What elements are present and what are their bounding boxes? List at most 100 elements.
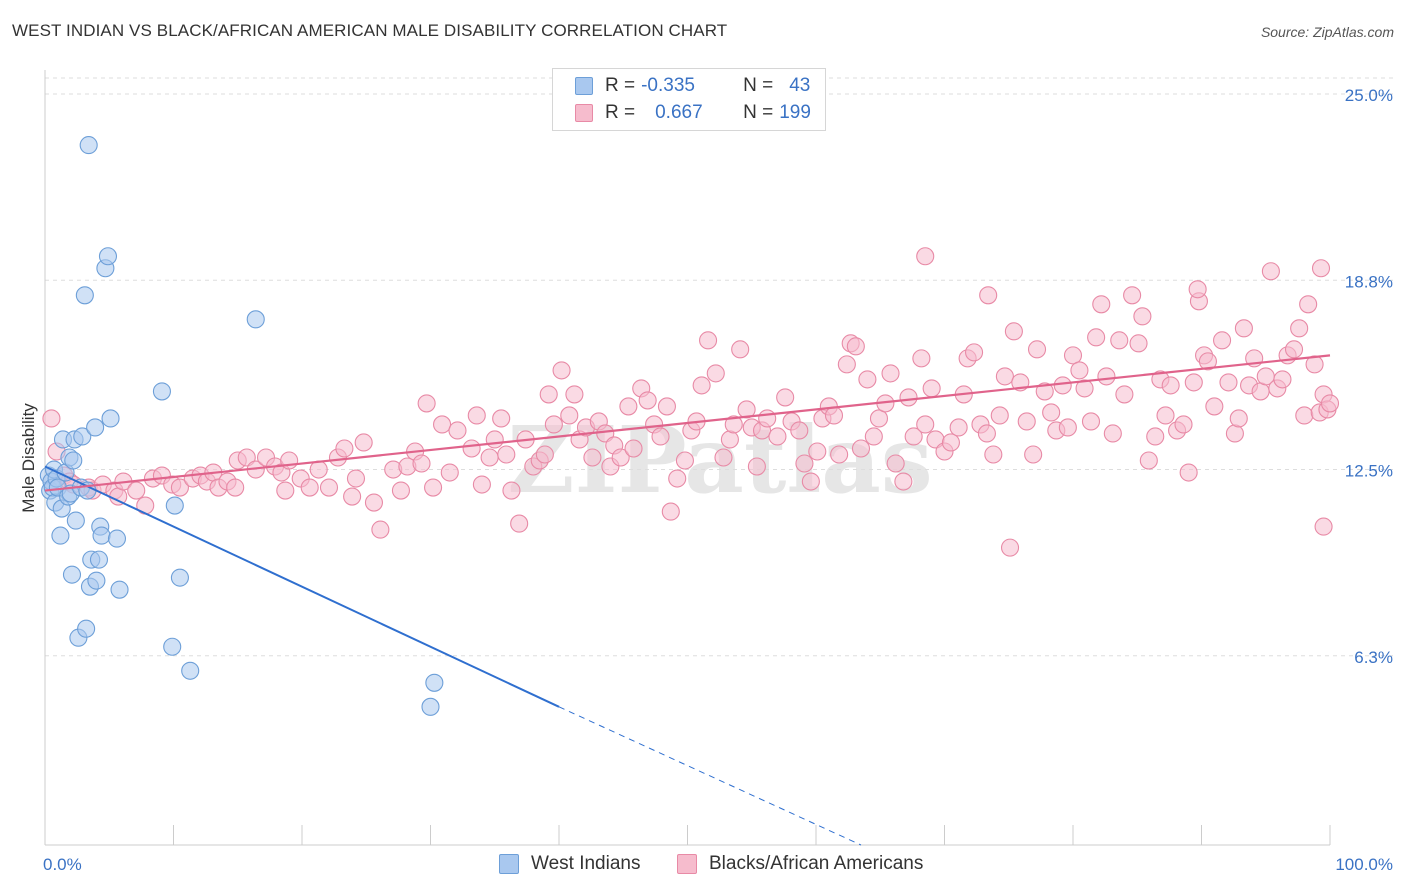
blacks-point (309, 460, 328, 479)
blacks-point (731, 340, 750, 359)
blacks-point (492, 409, 511, 428)
blacks-point (42, 409, 61, 428)
blacks-point (747, 457, 766, 476)
blacks-point (1004, 322, 1023, 341)
blacks-point (1161, 376, 1180, 395)
west-indians-point (181, 661, 200, 680)
west-indians-point (92, 526, 111, 545)
blacks-trend-line (44, 354, 1331, 492)
y-tick-label: 25.0% (1345, 86, 1393, 105)
west-indians-trend-line (44, 465, 560, 708)
blacks-point (1174, 415, 1193, 434)
blacks-point (858, 370, 877, 389)
blacks-point (335, 439, 354, 458)
blacks-point (535, 445, 554, 464)
bottom-legend-blacks: Blacks/African Americans (677, 851, 923, 877)
blacks-point (1115, 385, 1134, 404)
legend-row-west-indians: R = -0.335 N = 43 (575, 74, 810, 98)
blacks-point (346, 469, 366, 488)
blacks-point (448, 421, 467, 440)
blacks-point (1261, 262, 1280, 281)
blacks-point (1024, 445, 1043, 464)
blacks-point (1299, 295, 1318, 314)
blacks-point (801, 472, 820, 491)
blacks-point (1225, 424, 1244, 443)
west-indians-point (66, 511, 85, 530)
y-tick-label: 6.3% (1354, 648, 1393, 667)
blacks-point (127, 481, 146, 500)
blacks-point (1179, 463, 1198, 482)
blacks-point (1087, 328, 1106, 347)
blacks-point (1251, 382, 1270, 401)
blacks-point (467, 406, 486, 425)
blacks-point (869, 409, 889, 428)
x-tick-label-min: 0.0% (43, 855, 82, 874)
west-indians-point (64, 451, 83, 470)
blacks-point (1314, 517, 1333, 536)
blacks-point (661, 502, 680, 521)
blacks-point (1075, 379, 1094, 398)
blacks-point (851, 439, 871, 458)
west-indians-point (163, 637, 182, 656)
blacks-point (497, 445, 516, 464)
blacks-legend-swatch (677, 854, 697, 874)
blacks-point (1103, 424, 1122, 443)
chart-title: WEST INDIAN VS BLACK/AFRICAN AMERICAN MA… (12, 21, 728, 40)
west-indians-point (170, 568, 189, 587)
blacks-point (977, 424, 996, 443)
west-indians-point (75, 286, 94, 305)
west-indians-point (73, 427, 92, 446)
blacks-point (433, 415, 452, 434)
blacks-point (886, 454, 905, 473)
blacks-point (502, 481, 521, 500)
blacks-point (354, 433, 373, 452)
n-value: 43 (789, 75, 811, 96)
blacks-point (979, 286, 998, 305)
blacks-point (837, 355, 856, 374)
source-label: Source: ZipAtlas.com (1260, 24, 1394, 40)
blacks-point (916, 247, 935, 266)
blacks-point (1198, 352, 1217, 371)
blacks-point (1017, 412, 1036, 431)
west-indians-point (79, 136, 98, 155)
blacks-point (714, 448, 733, 467)
west-indians-swatch (575, 77, 593, 95)
west-indians-point (107, 529, 127, 548)
west-indians-point (246, 310, 265, 329)
blacks-point (619, 397, 638, 416)
blacks-point (1081, 412, 1101, 431)
blacks-point (480, 448, 499, 467)
blacks-point (1290, 319, 1309, 338)
blacks-point (965, 343, 984, 362)
blacks-point (984, 445, 1003, 464)
blacks-point (941, 433, 960, 452)
west-indians-point (51, 526, 70, 545)
blacks-point (668, 469, 687, 488)
west-indians-point (421, 697, 440, 716)
west-indians-legend-swatch (499, 854, 519, 874)
blacks-point (539, 385, 558, 404)
blacks-point (1156, 406, 1175, 425)
blacks-point (300, 478, 319, 497)
blacks-point (226, 478, 245, 497)
west-indians-point (98, 247, 118, 266)
blacks-point (170, 478, 189, 497)
blacks-point (824, 406, 844, 425)
r-value: 0.667 (655, 102, 703, 123)
blacks-points (42, 247, 1340, 557)
west-indians-point (110, 580, 129, 599)
r-label: R = (605, 75, 636, 96)
blacks-point (724, 415, 743, 434)
blacks-legend-label: Blacks/African Americans (709, 853, 924, 874)
west-indians-trend-extension (558, 706, 862, 846)
blacks-point (899, 388, 918, 407)
r-value: -0.335 (641, 75, 695, 96)
west-indians-point (165, 496, 184, 515)
blacks-point (624, 439, 643, 458)
blacks-swatch (575, 104, 593, 122)
blacks-point (552, 361, 571, 380)
blacks-point (1063, 346, 1083, 365)
blacks-point (1295, 406, 1314, 425)
blacks-point (1129, 334, 1148, 353)
